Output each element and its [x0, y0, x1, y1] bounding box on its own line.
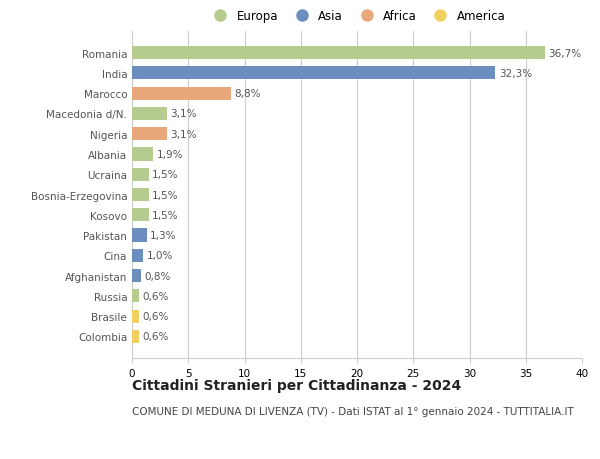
Bar — [132, 87, 231, 101]
Text: 0,8%: 0,8% — [145, 271, 171, 281]
Text: 0,6%: 0,6% — [142, 291, 169, 301]
Bar — [132, 290, 139, 303]
Bar — [132, 330, 139, 343]
Bar — [132, 168, 149, 181]
Bar — [132, 310, 139, 323]
Text: COMUNE DI MEDUNA DI LIVENZA (TV) - Dati ISTAT al 1° gennaio 2024 - TUTTITALIA.IT: COMUNE DI MEDUNA DI LIVENZA (TV) - Dati … — [132, 406, 574, 416]
Text: 1,5%: 1,5% — [152, 190, 179, 200]
Text: 32,3%: 32,3% — [499, 69, 532, 79]
Text: 1,9%: 1,9% — [157, 150, 183, 160]
Bar — [132, 269, 141, 283]
Bar — [132, 67, 496, 80]
Bar — [132, 229, 146, 242]
Text: 0,6%: 0,6% — [142, 332, 169, 341]
Bar — [132, 128, 167, 141]
Text: 1,5%: 1,5% — [152, 210, 179, 220]
Text: Cittadini Stranieri per Cittadinanza - 2024: Cittadini Stranieri per Cittadinanza - 2… — [132, 379, 461, 392]
Bar — [132, 249, 143, 262]
Text: 1,0%: 1,0% — [146, 251, 173, 261]
Text: 36,7%: 36,7% — [548, 49, 581, 58]
Bar — [132, 47, 545, 60]
Bar — [132, 148, 154, 161]
Bar — [132, 107, 167, 121]
Text: 0,6%: 0,6% — [142, 311, 169, 321]
Bar — [132, 209, 149, 222]
Text: 1,5%: 1,5% — [152, 170, 179, 180]
Text: 8,8%: 8,8% — [235, 89, 261, 99]
Bar — [132, 189, 149, 202]
Legend: Europa, Asia, Africa, America: Europa, Asia, Africa, America — [203, 6, 511, 28]
Text: 3,1%: 3,1% — [170, 109, 197, 119]
Text: 3,1%: 3,1% — [170, 129, 197, 140]
Text: 1,3%: 1,3% — [150, 230, 176, 241]
